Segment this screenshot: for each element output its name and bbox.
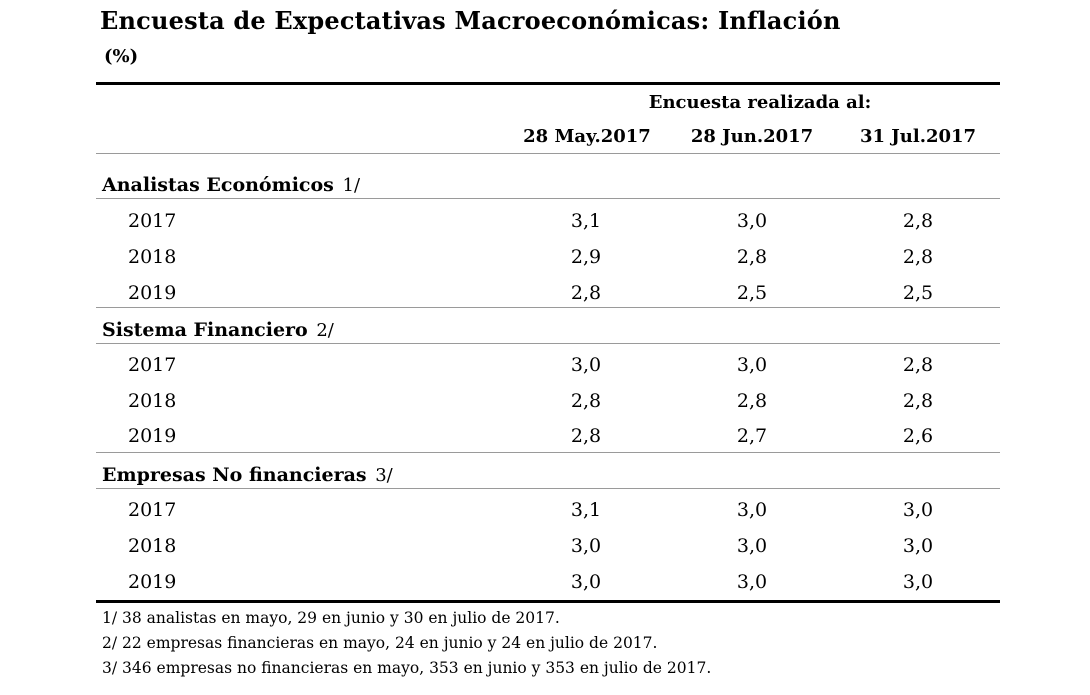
section-label: Empresas No financieras <box>102 464 367 486</box>
cell-value: 2,6 <box>902 425 934 447</box>
section-rule <box>96 343 1000 344</box>
cell-value: 3,0 <box>902 499 934 521</box>
cell-value: 3,0 <box>902 571 934 593</box>
cell-value: 2,8 <box>902 390 934 412</box>
row-year: 2017 <box>128 354 177 376</box>
section-note: 1/ <box>342 175 361 196</box>
cell-value: 2,8 <box>736 246 768 268</box>
cell-value: 2,8 <box>570 390 602 412</box>
top-rule <box>96 82 1000 85</box>
cell-value: 3,0 <box>570 571 602 593</box>
cell-value: 2,8 <box>902 354 934 376</box>
table-title: Encuesta de Expectativas Macroeconómicas… <box>100 6 841 35</box>
cell-value: 3,0 <box>736 571 768 593</box>
cell-value: 2,9 <box>570 246 602 268</box>
cell-value: 3,0 <box>736 535 768 557</box>
row-year: 2019 <box>128 282 177 304</box>
survey-header: Encuesta realizada al: <box>648 92 872 113</box>
cell-value: 3,0 <box>736 499 768 521</box>
cell-value: 2,8 <box>902 210 934 232</box>
cell-value: 2,8 <box>736 390 768 412</box>
row-year: 2019 <box>128 571 177 593</box>
row-year: 2017 <box>128 499 177 521</box>
footnote-2: 2/ 22 empresas financieras en mayo, 24 e… <box>102 634 658 652</box>
cell-value: 3,0 <box>736 354 768 376</box>
cell-value: 2,8 <box>570 425 602 447</box>
cell-value: 3,1 <box>570 499 602 521</box>
row-year: 2019 <box>128 425 177 447</box>
section-note: 2/ <box>316 320 334 341</box>
cell-value: 3,1 <box>570 210 602 232</box>
section-label: Sistema Financiero <box>102 319 308 341</box>
column-header-may: 28 May.2017 <box>523 126 651 147</box>
cell-value: 3,0 <box>902 535 934 557</box>
row-year: 2018 <box>128 246 177 268</box>
section-rule <box>96 488 1000 489</box>
header-rule <box>96 153 1000 154</box>
cell-value: 3,0 <box>736 210 768 232</box>
cell-value: 2,5 <box>902 282 934 304</box>
footnote-3: 3/ 346 empresas no financieras en mayo, … <box>102 659 712 677</box>
section-empresas-no-financieras: Empresas No financieras 3/ <box>102 464 393 486</box>
cell-value: 2,7 <box>736 425 768 447</box>
cell-value: 2,8 <box>902 246 934 268</box>
cell-value: 3,0 <box>570 535 602 557</box>
row-year: 2017 <box>128 210 177 232</box>
bottom-rule <box>96 600 1000 603</box>
table-unit: (%) <box>104 46 139 67</box>
footnote-1: 1/ 38 analistas en mayo, 29 en junio y 3… <box>102 609 560 627</box>
section-label: Analistas Económicos <box>102 174 334 196</box>
cell-value: 3,0 <box>570 354 602 376</box>
section-divider <box>96 307 1000 308</box>
column-header-jul: 31 Jul.2017 <box>859 126 977 147</box>
section-sistema-financiero: Sistema Financiero 2/ <box>102 319 334 341</box>
section-analistas: Analistas Económicos 1/ <box>102 174 360 196</box>
section-note: 3/ <box>375 465 393 486</box>
section-rule <box>96 198 1000 199</box>
cell-value: 2,8 <box>570 282 602 304</box>
row-year: 2018 <box>128 390 177 412</box>
column-header-jun: 28 Jun.2017 <box>690 126 814 147</box>
section-divider <box>96 452 1000 453</box>
cell-value: 2,5 <box>736 282 768 304</box>
row-year: 2018 <box>128 535 177 557</box>
